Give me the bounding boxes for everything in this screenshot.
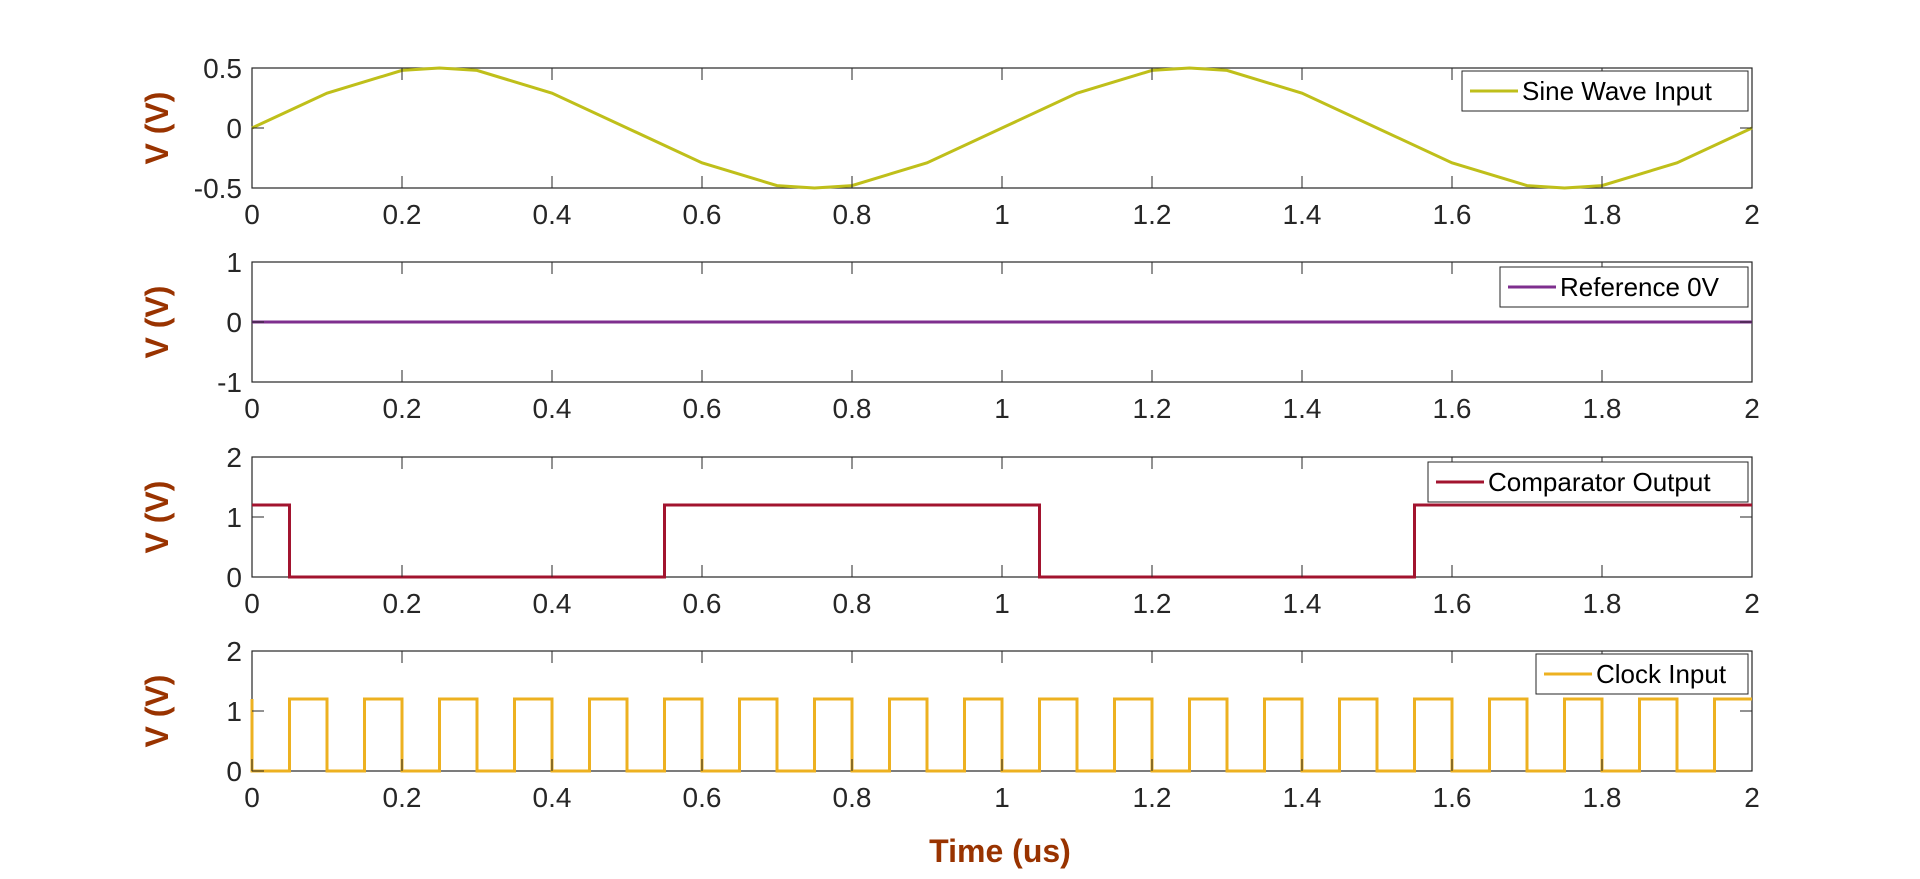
legend-entry: Comparator Output	[1488, 467, 1711, 497]
y-tick-label: 0	[226, 113, 242, 144]
y-tick-label: 1	[226, 696, 242, 727]
y-axis-label: V (V)	[139, 481, 175, 554]
x-tick-label: 0.4	[533, 393, 572, 424]
x-tick-label: 2	[1744, 782, 1760, 813]
x-tick-label: 1.2	[1133, 588, 1172, 619]
x-axis-label: Time (us)	[929, 833, 1071, 869]
x-tick-label: 0.2	[383, 588, 422, 619]
x-tick-label: 0.6	[683, 588, 722, 619]
y-axis-label: V (V)	[139, 286, 175, 359]
subplot-1: 0 0.2 0.4 0.6 0.8 1 1.2 1.4 1.6 1.8 2-0.500.5V (V)…	[139, 53, 1760, 230]
x-tick-label: 0.2	[383, 782, 422, 813]
x-tick-label: 1.8	[1583, 588, 1622, 619]
x-tick-label: 1.4	[1283, 393, 1322, 424]
subplot-3: 0 0.2 0.4 0.6 0.8 1 1.2 1.4 1.6 1.8 2 0 1 2 V (V) Compa…	[139, 442, 1760, 619]
x-tick-label: 1.4	[1283, 782, 1322, 813]
legend: Sine Wave Input	[1461, 70, 1749, 112]
y-tick-label: -0.5	[194, 173, 242, 204]
x-tick-label: 0.2	[383, 393, 422, 424]
series-line	[252, 503, 1752, 579]
x-tick-label: 0.6	[683, 782, 722, 813]
x-tick-label: 2	[1744, 393, 1760, 424]
legend-entry: Clock Input	[1596, 659, 1727, 689]
x-tick-label: 1.2	[1133, 782, 1172, 813]
y-tick-label: 2	[226, 636, 242, 667]
x-tick-label: 1.8	[1583, 199, 1622, 230]
x-tick-label: 0.8	[833, 782, 872, 813]
x-tick-label: 0.8	[833, 588, 872, 619]
x-tick-label: 0.4	[533, 588, 572, 619]
y-tick-label: 0	[226, 562, 242, 593]
x-tick-label: 0.4	[533, 199, 572, 230]
y-tick-label: 1	[226, 502, 242, 533]
x-tick-label: 1.2	[1133, 393, 1172, 424]
subplots: 0 0.2 0.4 0.6 0.8 1 1.2 1.4 1.6 1.8 2-0.500.5V (V)…	[139, 53, 1760, 813]
y-axis-label: V (V)	[139, 92, 175, 165]
y-tick-label: -1	[217, 367, 242, 398]
x-tick-label: 0.6	[683, 199, 722, 230]
x-tick-label: 1	[994, 199, 1010, 230]
x-tick-label: 2	[1744, 588, 1760, 619]
x-tick-label: 1.8	[1583, 393, 1622, 424]
y-tick-label: 2	[226, 442, 242, 473]
subplot-4: 0 0.2 0.4 0.6 0.8 1 1.2 1.4 1.6 1.8 2 0 1 2 V (V) Clock…	[139, 636, 1760, 813]
x-tick-label: 1	[994, 588, 1010, 619]
x-tick-label: 0.8	[833, 393, 872, 424]
x-tick-label: 1.6	[1433, 588, 1472, 619]
series-line	[250, 697, 1752, 773]
x-tick-label: 1.6	[1433, 393, 1472, 424]
x-tick-label: 0.6	[683, 393, 722, 424]
x-tick-label: 2	[1744, 199, 1760, 230]
x-tick-label: 1	[994, 393, 1010, 424]
x-tick-label: 1.8	[1583, 782, 1622, 813]
x-tick-label: 1.6	[1433, 199, 1472, 230]
legend-entry: Reference 0V	[1560, 272, 1720, 302]
x-tick-label: 1.6	[1433, 782, 1472, 813]
x-tick-label: 0.4	[533, 782, 572, 813]
legend: Reference 0V	[1499, 266, 1749, 308]
y-tick-label: 0	[226, 307, 242, 338]
x-tick-label: 0.8	[833, 199, 872, 230]
y-tick-label: 0	[226, 756, 242, 787]
legend: Comparator Output	[1427, 461, 1749, 503]
x-tick-label: 1	[994, 782, 1010, 813]
x-tick-label: 0	[244, 393, 260, 424]
legend: Clock Input	[1535, 653, 1749, 695]
x-tick-label: 0	[244, 588, 260, 619]
legend-entry: Sine Wave Input	[1522, 76, 1713, 106]
y-tick-label: 1	[226, 247, 242, 278]
x-tick-label: 0.2	[383, 199, 422, 230]
series-line	[251, 66, 1753, 190]
x-tick-label: 0	[244, 199, 260, 230]
x-tick-label: 0	[244, 782, 260, 813]
y-axis-label: V (V)	[139, 675, 175, 748]
x-tick-label: 1.4	[1283, 588, 1322, 619]
x-tick-label: 1.2	[1133, 199, 1172, 230]
x-tick-label: 1.4	[1283, 199, 1322, 230]
y-tick-label: 0.5	[203, 53, 242, 84]
